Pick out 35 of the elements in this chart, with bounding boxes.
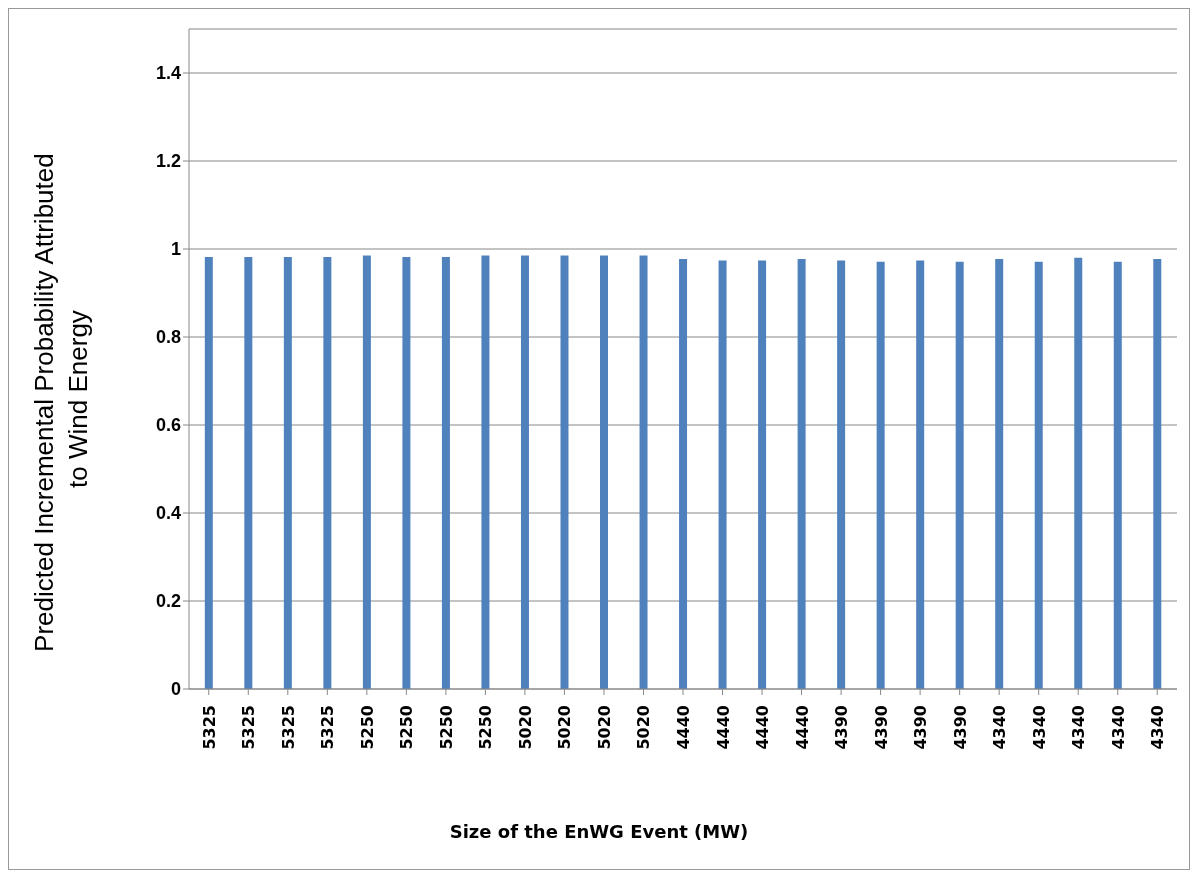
x-tick-label: 5020 (634, 705, 654, 750)
y-tick-label: 1.4 (155, 63, 181, 84)
x-tick-label: 5325 (318, 705, 338, 750)
x-tick-label: 4390 (911, 705, 931, 750)
y-tick-label: 0 (170, 679, 181, 700)
x-tick-label: 5250 (397, 705, 417, 750)
y-tick-label: 0.8 (155, 327, 181, 348)
x-tick-label: 5250 (476, 705, 496, 750)
x-tick-label: 5325 (278, 705, 298, 750)
x-tick-label: 4390 (871, 705, 891, 750)
x-tick-label: 4390 (950, 705, 970, 750)
x-tick-label: 4340 (1029, 705, 1049, 750)
y-axis-title: Predicted Incremental Probability Attributed to Wind Energy (29, 146, 93, 652)
x-tick-label: 4390 (832, 705, 852, 750)
y-tick-label: 0.2 (155, 591, 181, 612)
y-tick-label: 0.4 (155, 503, 181, 524)
x-tick-label: 5020 (555, 705, 575, 750)
x-tick-label: 5325 (199, 705, 219, 750)
x-tick-label: 4340 (1108, 705, 1128, 750)
x-tick-label: 5250 (436, 705, 456, 750)
x-tick-label: 4440 (792, 705, 812, 750)
y-tick-label: 1.2 (155, 151, 181, 172)
x-axis-title: Size of the EnWG Event (MW) (448, 821, 750, 842)
x-tick-label: 4340 (1069, 705, 1089, 750)
y-tick-label: 0.6 (155, 415, 181, 436)
x-tick-label: 5020 (515, 705, 535, 750)
x-tick-label: 4440 (713, 705, 733, 750)
x-tick-label: 4340 (990, 705, 1010, 750)
x-tick-label: 5250 (357, 705, 377, 750)
x-tick-label: 4340 (1148, 705, 1168, 750)
x-tick-label: 5020 (594, 705, 614, 750)
x-tick-label: 4440 (753, 705, 773, 750)
x-tick-label: 5325 (239, 705, 259, 750)
y-tick-label: 1 (170, 239, 181, 260)
x-tick-label: 4440 (674, 705, 693, 750)
